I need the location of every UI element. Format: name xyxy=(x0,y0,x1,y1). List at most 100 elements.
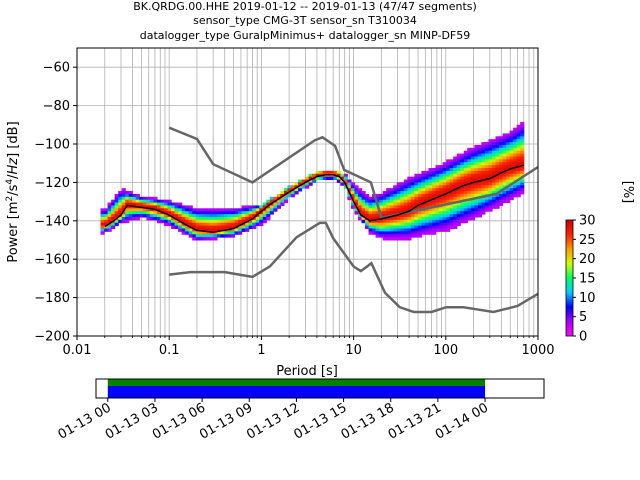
heatmap-cell xyxy=(294,182,299,186)
heatmap-cell xyxy=(216,216,222,221)
heatmap-cell xyxy=(400,214,405,218)
heatmap-cell xyxy=(167,208,172,212)
heatmap-cell xyxy=(407,202,412,206)
heatmap-cell xyxy=(393,219,398,224)
heatmap-cell xyxy=(329,170,334,175)
heatmap-cell xyxy=(206,219,211,224)
heatmap-cell xyxy=(181,228,186,232)
heatmap-cell xyxy=(421,176,426,181)
heatmap-cell xyxy=(280,196,285,201)
heatmap-cell xyxy=(400,225,405,229)
heatmap-cell xyxy=(403,191,408,195)
heatmap-cell xyxy=(435,211,440,215)
heatmap-cell xyxy=(421,188,426,192)
heatmap-cell xyxy=(125,202,130,206)
heatmap-cell xyxy=(467,162,472,166)
heatmap-cell xyxy=(403,199,408,204)
heatmap-cell xyxy=(477,170,482,175)
heatmap-cell xyxy=(396,191,401,195)
heatmap-cell xyxy=(213,214,218,218)
heatmap-cell xyxy=(375,216,380,221)
heatmap-cell xyxy=(432,173,437,178)
heatmap-cell xyxy=(474,211,479,215)
heatmap-cell xyxy=(460,176,465,181)
heatmap-cell xyxy=(389,208,394,212)
heatmap-cell xyxy=(386,211,391,215)
heatmap-cell xyxy=(474,193,479,198)
heatmap-cell xyxy=(509,176,514,181)
heatmap-cell xyxy=(463,173,468,178)
heatmap-cell xyxy=(386,205,391,209)
heatmap-cell xyxy=(280,191,285,195)
heatmap-cell xyxy=(266,205,271,209)
heatmap-cell xyxy=(301,179,306,183)
heatmap-cell xyxy=(393,185,398,189)
heatmap-cell xyxy=(199,237,204,241)
heatmap-cell xyxy=(417,179,423,183)
heatmap-cell xyxy=(234,216,239,221)
heatmap-cell xyxy=(491,168,497,172)
heatmap-cell xyxy=(220,216,225,221)
heatmap-cell xyxy=(266,202,271,206)
heatmap-cell xyxy=(396,193,401,198)
heatmap-cell xyxy=(506,156,511,160)
heatmap-cell xyxy=(206,208,211,212)
heatmap-cell xyxy=(213,216,218,221)
heatmap-cell xyxy=(104,208,109,212)
heatmap-cell xyxy=(442,222,447,227)
heatmap-cell xyxy=(121,199,126,204)
heatmap-cell xyxy=(245,208,250,212)
heatmap-cell xyxy=(432,225,437,229)
heatmap-cell xyxy=(153,214,158,218)
heatmap-cell xyxy=(213,208,218,212)
heatmap-cell xyxy=(509,193,514,198)
heatmap-cell xyxy=(453,191,458,195)
heatmap-cell xyxy=(202,214,207,218)
heatmap-cell xyxy=(403,219,408,224)
heatmap-cell xyxy=(372,205,377,209)
heatmap-cell xyxy=(389,222,394,227)
heatmap-cell xyxy=(273,205,278,209)
heatmap-cell xyxy=(477,211,482,215)
heatmap-cell xyxy=(449,193,454,198)
heatmap-cell xyxy=(449,159,454,163)
heatmap-cell xyxy=(509,165,514,169)
heatmap-cell xyxy=(403,202,408,206)
heatmap-cell xyxy=(153,216,158,221)
heatmap-cell xyxy=(403,234,408,238)
heatmap-cell xyxy=(248,208,253,212)
heatmap-cell xyxy=(449,208,454,212)
heatmap-cell xyxy=(410,222,415,227)
heatmap-cell xyxy=(439,219,444,224)
heatmap-cell xyxy=(185,222,190,227)
heatmap-cell xyxy=(326,170,331,175)
heatmap-cell xyxy=(520,130,525,134)
heatmap-cell xyxy=(474,153,479,157)
heatmap-cell xyxy=(456,162,461,166)
heatmap-cell xyxy=(484,142,490,146)
heatmap-cell xyxy=(499,182,504,186)
heatmap-cell xyxy=(379,196,384,201)
heatmap-cell xyxy=(509,156,514,160)
heatmap-cell xyxy=(428,176,433,181)
heatmap-cell xyxy=(393,202,398,206)
heatmap-cell xyxy=(153,205,158,209)
heatmap-cell xyxy=(506,144,511,149)
heatmap-cell xyxy=(121,193,126,198)
heatmap-cell xyxy=(495,202,500,206)
heatmap-cell xyxy=(502,191,507,195)
heatmap-cell xyxy=(449,196,454,201)
heatmap-cell xyxy=(481,199,486,204)
heatmap-cell xyxy=(435,179,440,183)
heatmap-cell xyxy=(372,214,377,218)
heatmap-cell xyxy=(432,228,437,232)
heatmap-cell xyxy=(100,225,105,229)
heatmap-cell xyxy=(216,222,222,227)
heatmap-cell xyxy=(280,199,285,204)
heatmap-cell xyxy=(248,211,253,215)
heatmap-cell xyxy=(481,179,486,183)
heatmap-cell xyxy=(491,205,497,209)
heatmap-cell xyxy=(403,208,408,212)
heatmap-cell xyxy=(111,216,116,221)
heatmap-cell xyxy=(502,170,507,175)
